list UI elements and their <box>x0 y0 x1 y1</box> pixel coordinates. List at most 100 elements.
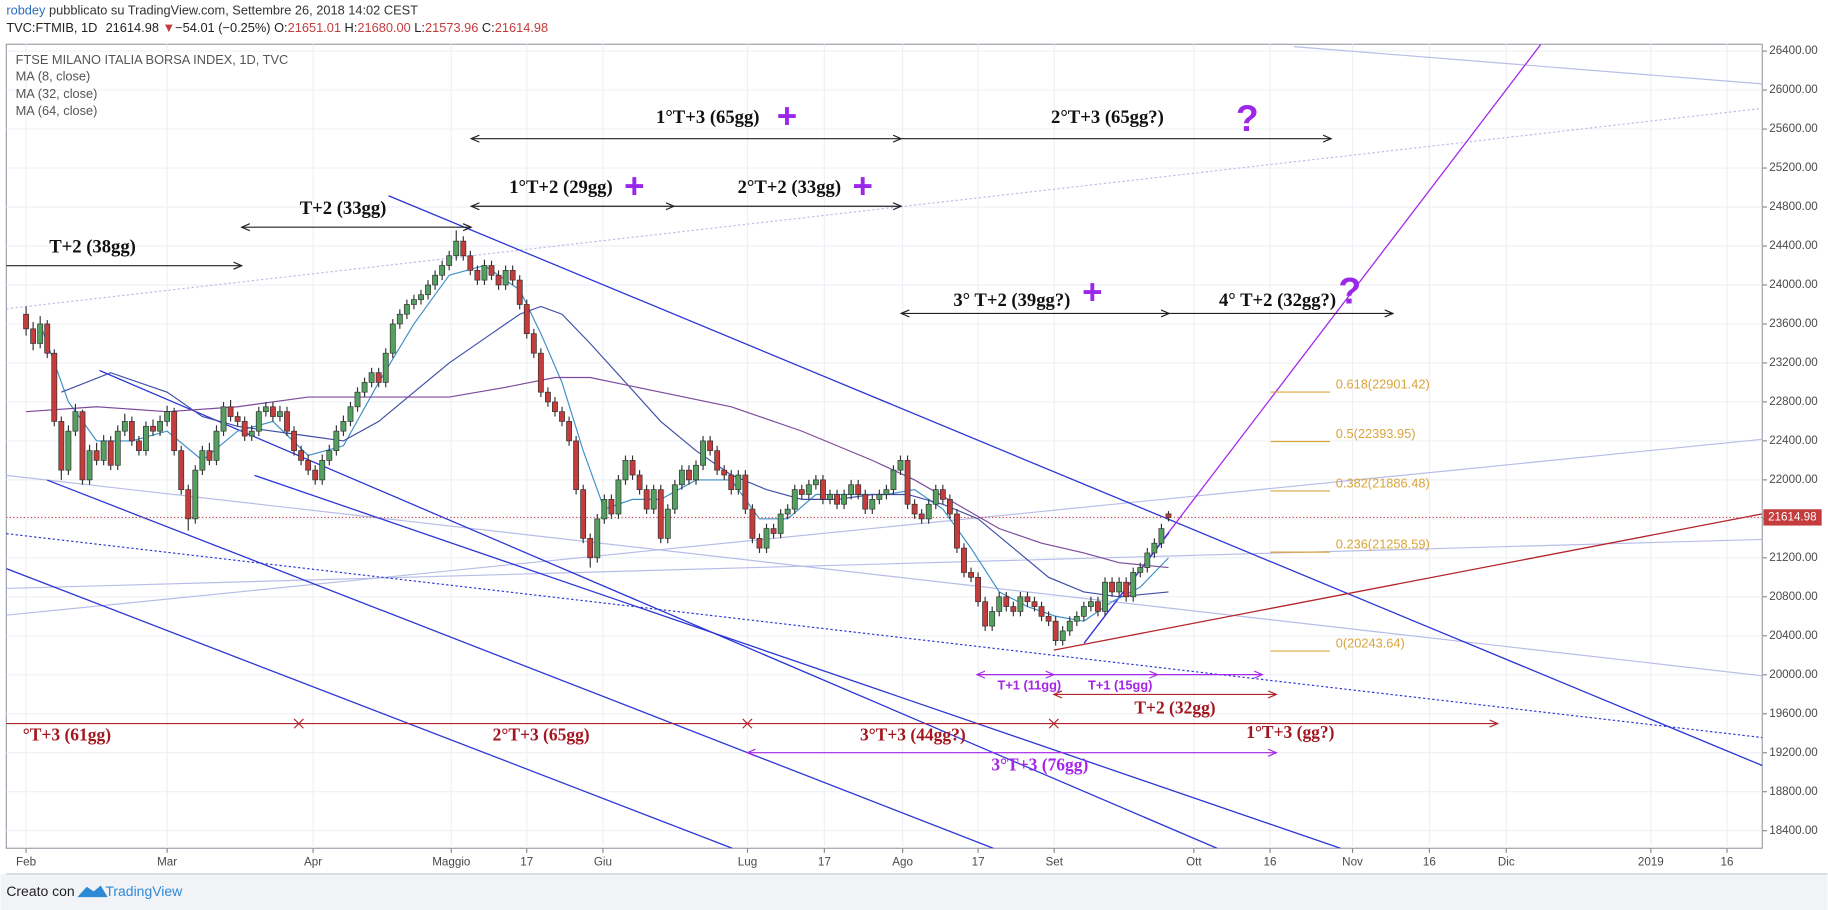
annotation: 2°T+3 (65gg?) <box>1051 107 1164 128</box>
candle-body <box>657 489 664 539</box>
ohlc-key: H: <box>345 21 358 36</box>
candle-body <box>389 323 396 354</box>
candle-body <box>439 265 446 276</box>
candle-body <box>1151 542 1158 554</box>
candle-body <box>749 508 756 539</box>
candle-body <box>975 576 981 603</box>
drawings <box>6 44 1763 849</box>
candle-body <box>1010 606 1017 612</box>
candle-body <box>121 421 128 432</box>
candle-body <box>30 328 37 344</box>
published: pubblicato su TradingView.com, Settembre… <box>49 3 418 18</box>
y-tick-label: 22000.00 <box>1769 473 1818 486</box>
x-tick-label: 17 <box>520 855 533 868</box>
candle-body <box>537 352 544 393</box>
candle-body <box>1109 581 1115 593</box>
candle-body <box>763 528 770 549</box>
y-tick-label: 22800.00 <box>1769 395 1818 408</box>
candle-body <box>798 489 805 495</box>
candle-body <box>93 450 100 461</box>
candle-body <box>820 479 826 500</box>
candle-body <box>876 494 883 500</box>
annotation: °T+3 (61gg) <box>23 724 111 744</box>
annotation: T+2 (33gg) <box>300 198 387 219</box>
candle-body <box>827 494 833 500</box>
candle-body <box>58 421 65 471</box>
candle-body <box>982 601 989 627</box>
candle-body <box>396 313 403 325</box>
candle-body <box>185 489 192 520</box>
channel-line <box>254 474 1341 849</box>
candle-body <box>1087 601 1094 607</box>
chart-title: FTSE MILANO ITALIA BORSA INDEX, 1D, TVC <box>16 52 289 67</box>
channel-line <box>6 568 733 849</box>
candle-body <box>495 274 502 286</box>
candle-body <box>347 406 354 422</box>
ohlc-key: L: <box>414 21 425 36</box>
x-tick-label: Dic <box>1498 855 1515 868</box>
candle-body <box>954 513 960 549</box>
candle-body <box>1066 620 1073 632</box>
candle-body <box>707 440 714 451</box>
candle-body <box>361 382 368 393</box>
x-tick-label: 16 <box>1264 855 1277 868</box>
y-tick-label: 20000.00 <box>1769 668 1818 681</box>
candle-body <box>368 372 375 383</box>
candle-body <box>784 508 791 515</box>
y-tick-label: 26400.00 <box>1769 44 1818 57</box>
candle-body <box>1017 596 1024 612</box>
arrows <box>6 139 1497 753</box>
annotation: ? <box>1236 97 1259 139</box>
candle-body <box>805 484 812 495</box>
candle-body <box>23 313 29 330</box>
candle-body <box>601 499 608 520</box>
candle-body <box>735 474 742 490</box>
candle-body <box>742 474 749 510</box>
y-tick-label: 19200.00 <box>1769 746 1818 759</box>
candle-body <box>580 489 587 539</box>
fib-label: 0.5(22393.95) <box>1336 426 1416 441</box>
footer-brand[interactable]: TradingView <box>105 883 183 899</box>
candle-body <box>777 513 784 534</box>
candle-body <box>686 469 692 481</box>
x-tick-label: 17 <box>972 855 985 868</box>
candle-body <box>227 406 234 417</box>
annotation: 2°T+2 (33gg) <box>738 177 841 198</box>
channel-line <box>99 369 1218 849</box>
candle-body <box>566 421 572 442</box>
candle-body <box>206 450 213 461</box>
candle-body <box>255 411 262 432</box>
candle-body <box>629 460 636 476</box>
annotation: 1°T+2 (29gg) <box>509 177 612 198</box>
annotation: 3°T+3 (44gg?) <box>860 724 966 744</box>
annotation: ? <box>1338 269 1361 311</box>
symbol: TVC:FTMIB, 1D <box>6 21 97 36</box>
y-tick-label: 25200.00 <box>1769 161 1818 174</box>
y-tick-label: 24400.00 <box>1769 239 1818 252</box>
candle-body <box>615 479 622 515</box>
candle-body <box>403 304 410 315</box>
x-tick-label: 16 <box>1423 855 1436 868</box>
candle-body <box>460 240 467 257</box>
y-tick-label: 18800.00 <box>1769 785 1818 798</box>
candle-body <box>1123 581 1130 598</box>
candle-body <box>234 416 241 422</box>
candle-body <box>418 294 424 300</box>
candles <box>23 230 1172 646</box>
x-tick-label: Giu <box>594 855 612 868</box>
candle-body <box>72 411 79 432</box>
candle-body <box>79 411 86 481</box>
x-tick-label: Maggio <box>432 855 470 868</box>
candle-body <box>192 469 199 520</box>
candle-body <box>1038 606 1045 617</box>
candle-body <box>890 469 897 490</box>
candle-body <box>700 440 706 466</box>
x-tick-label: Nov <box>1342 855 1363 868</box>
candle-body <box>135 440 142 451</box>
candle-body <box>897 460 904 471</box>
y-tick-label: 24800.00 <box>1769 200 1818 213</box>
annotations: 1°T+3 (65gg) + 2°T+3 (65gg?) ? 1°T+2 (29… <box>23 97 1361 775</box>
candle-body <box>411 299 417 305</box>
